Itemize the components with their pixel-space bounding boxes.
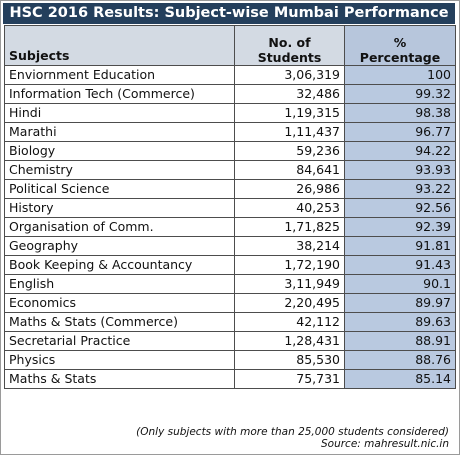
results-table: Subjects No. of Students % Percentage En… <box>4 25 456 389</box>
percentage-cell: 93.22 <box>344 179 456 199</box>
subject-cell: Physics <box>4 350 235 370</box>
subject-cell: Hindi <box>4 103 235 123</box>
footnote: (Only subjects with more than 25,000 stu… <box>136 426 449 450</box>
subject-cell: Biology <box>4 141 235 161</box>
header-percentage-line2: Percentage <box>359 50 441 65</box>
percentage-cell: 100 <box>344 65 456 85</box>
percentage-cell: 91.81 <box>344 236 456 256</box>
table-row: Secretarial Practice 1,28,431 88.91 <box>4 331 456 351</box>
percentage-cell: 94.22 <box>344 141 456 161</box>
subject-cell: Marathi <box>4 122 235 142</box>
footnote-note: (Only subjects with more than 25,000 stu… <box>136 426 449 438</box>
header-students-line1: No. of <box>268 35 311 50</box>
table-row: Chemistry 84,641 93.93 <box>4 160 456 180</box>
percentage-cell: 99.32 <box>344 84 456 104</box>
header-students-line2: Students <box>257 50 322 65</box>
students-cell: 2,20,495 <box>234 293 345 313</box>
table-row: Information Tech (Commerce) 32,486 99.32 <box>4 84 456 104</box>
table-row: Economics 2,20,495 89.97 <box>4 293 456 313</box>
subject-cell: Maths & Stats (Commerce) <box>4 312 235 332</box>
subject-cell: Book Keeping & Accountancy <box>4 255 235 275</box>
students-cell: 42,112 <box>234 312 345 332</box>
header-students: No. of Students <box>234 25 345 66</box>
header-percentage: % Percentage <box>344 25 456 66</box>
table-row: Marathi 1,11,437 96.77 <box>4 122 456 142</box>
students-cell: 1,28,431 <box>234 331 345 351</box>
students-cell: 1,19,315 <box>234 103 345 123</box>
subject-cell: Information Tech (Commerce) <box>4 84 235 104</box>
table-row: History 40,253 92.56 <box>4 198 456 218</box>
table-title: HSC 2016 Results: Subject-wise Mumbai Pe… <box>3 3 455 24</box>
percentage-cell: 92.39 <box>344 217 456 237</box>
table-row: Organisation of Comm. 1,71,825 92.39 <box>4 217 456 237</box>
table-row: Hindi 1,19,315 98.38 <box>4 103 456 123</box>
students-cell: 40,253 <box>234 198 345 218</box>
students-cell: 1,71,825 <box>234 217 345 237</box>
table-row: Biology 59,236 94.22 <box>4 141 456 161</box>
percentage-cell: 89.63 <box>344 312 456 332</box>
subject-cell: Secretarial Practice <box>4 331 235 351</box>
header-subjects: Subjects <box>4 25 235 66</box>
percentage-cell: 90.1 <box>344 274 456 294</box>
subject-cell: Maths & Stats <box>4 369 235 389</box>
percentage-cell: 88.76 <box>344 350 456 370</box>
table-row: Maths & Stats (Commerce) 42,112 89.63 <box>4 312 456 332</box>
students-cell: 85,530 <box>234 350 345 370</box>
students-cell: 1,72,190 <box>234 255 345 275</box>
table-row: Enviornment Education 3,06,319 100 <box>4 65 456 85</box>
table-row: English 3,11,949 90.1 <box>4 274 456 294</box>
table-row: Book Keeping & Accountancy 1,72,190 91.43 <box>4 255 456 275</box>
header-subjects-label: Subjects <box>9 48 70 63</box>
table-row: Physics 85,530 88.76 <box>4 350 456 370</box>
subject-cell: English <box>4 274 235 294</box>
percentage-cell: 96.77 <box>344 122 456 142</box>
subject-cell: Geography <box>4 236 235 256</box>
header-percentage-line1: % <box>393 35 407 50</box>
percentage-cell: 85.14 <box>344 369 456 389</box>
table-row: Geography 38,214 91.81 <box>4 236 456 256</box>
percentage-cell: 98.38 <box>344 103 456 123</box>
percentage-cell: 91.43 <box>344 255 456 275</box>
footnote-source: Source: mahresult.nic.in <box>320 438 449 450</box>
percentage-cell: 93.93 <box>344 160 456 180</box>
header-row: Subjects No. of Students % Percentage <box>4 25 456 66</box>
subject-cell: Enviornment Education <box>4 65 235 85</box>
students-cell: 32,486 <box>234 84 345 104</box>
subject-cell: Chemistry <box>4 160 235 180</box>
percentage-cell: 88.91 <box>344 331 456 351</box>
subject-cell: Economics <box>4 293 235 313</box>
subject-cell: Organisation of Comm. <box>4 217 235 237</box>
students-cell: 84,641 <box>234 160 345 180</box>
table-row: Maths & Stats 75,731 85.14 <box>4 369 456 389</box>
students-cell: 3,06,319 <box>234 65 345 85</box>
students-cell: 59,236 <box>234 141 345 161</box>
students-cell: 26,986 <box>234 179 345 199</box>
table-body: Enviornment Education 3,06,319 100 Informat… <box>4 65 456 389</box>
students-cell: 3,11,949 <box>234 274 345 294</box>
subject-cell: Political Science <box>4 179 235 199</box>
students-cell: 75,731 <box>234 369 345 389</box>
students-cell: 38,214 <box>234 236 345 256</box>
percentage-cell: 92.56 <box>344 198 456 218</box>
subject-cell: History <box>4 198 235 218</box>
table-row: Political Science 26,986 93.22 <box>4 179 456 199</box>
students-cell: 1,11,437 <box>234 122 345 142</box>
percentage-cell: 89.97 <box>344 293 456 313</box>
